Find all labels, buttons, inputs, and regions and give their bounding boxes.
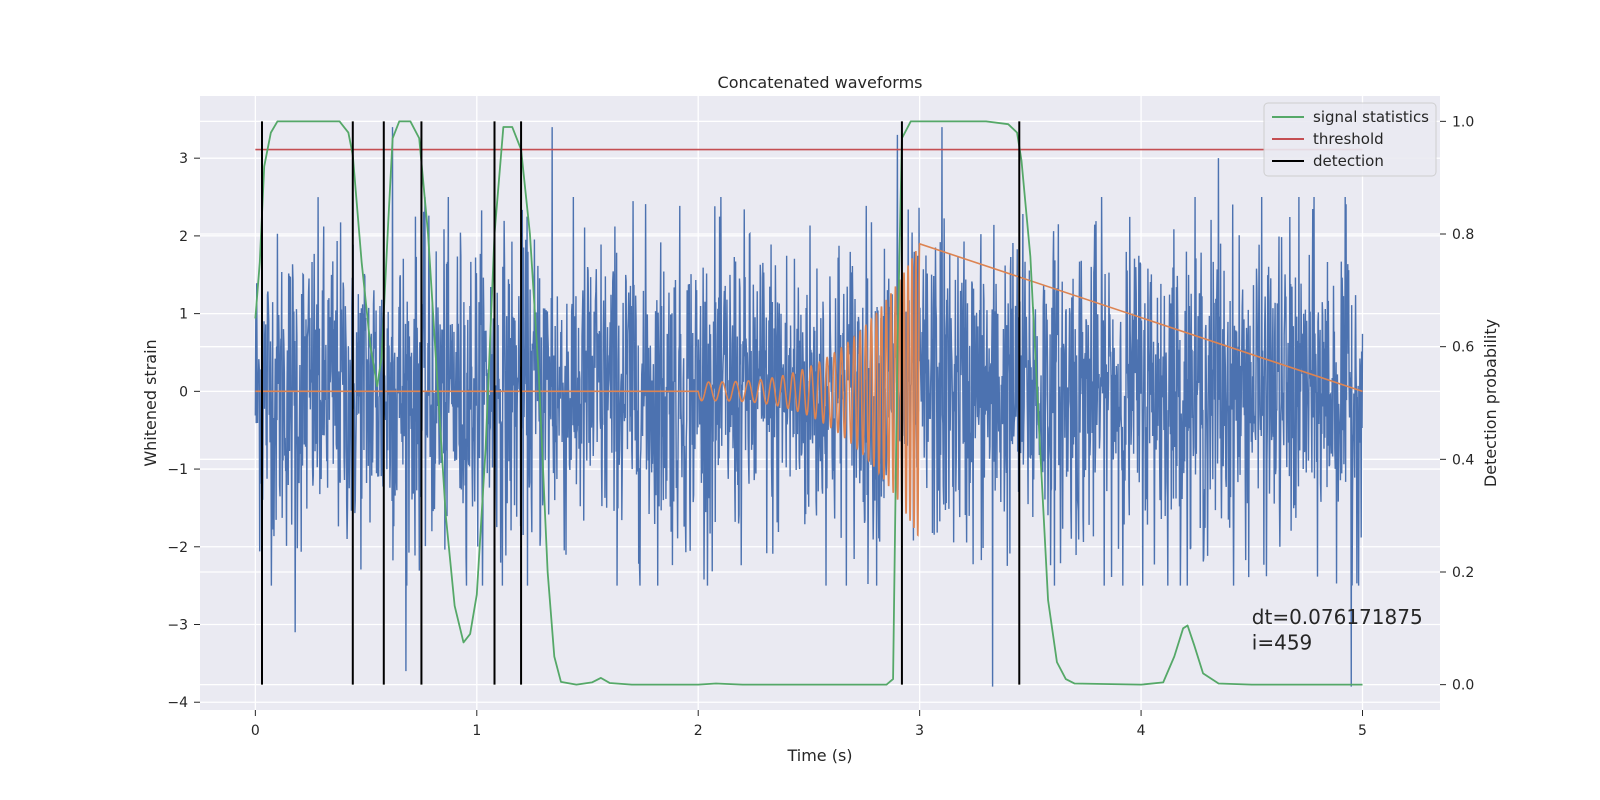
x-tick-label: 0 <box>251 723 260 739</box>
y-tick-label: 2 <box>179 229 188 245</box>
y-axis-label: Whitened strain <box>141 339 160 466</box>
y-tick-label: −4 <box>167 695 188 711</box>
chart-title: Concatenated waveforms <box>718 73 923 92</box>
legend-label: signal statistics <box>1313 108 1429 126</box>
whitened-strain-line <box>254 127 1364 687</box>
y2-axis-label: Detection probability <box>1481 319 1500 487</box>
x-tick-label: 2 <box>694 723 703 739</box>
y-tick-label: −3 <box>167 618 188 634</box>
y2-tick-label: 0.8 <box>1452 227 1474 243</box>
axis-ticks: 0 1 2 3 4 5 −4 −3 −2 −1 0 1 2 3 0.0 0.2 0.4 0.6 0.8 1.0 <box>167 114 1474 739</box>
legend-label: threshold <box>1313 130 1384 148</box>
y2-tick-label: 0.0 <box>1452 678 1474 694</box>
y2-tick-label: 0.2 <box>1452 565 1474 581</box>
plot-area <box>254 120 1364 687</box>
y-tick-label: 3 <box>179 151 188 167</box>
y-tick-label: 0 <box>179 384 188 400</box>
legend-box <box>1263 102 1437 177</box>
injected-chirp-line <box>255 242 1363 537</box>
signal-statistics-line <box>254 120 1363 686</box>
y-tick-label: 1 <box>179 307 188 323</box>
annotation-text: i=459 <box>1252 631 1313 655</box>
x-tick-label: 4 <box>1137 723 1146 739</box>
x-tick-label: 5 <box>1358 723 1367 739</box>
x-tick-label: 3 <box>915 723 924 739</box>
legend-label: detection <box>1313 152 1384 170</box>
y2-tick-label: 0.4 <box>1452 452 1474 468</box>
y2-tick-label: 0.6 <box>1452 340 1474 356</box>
x-tick-label: 1 <box>472 723 481 739</box>
annotation-text: dt=0.076171875 <box>1252 605 1423 629</box>
annotations: dt=0.076171875 i=459 <box>1252 605 1423 655</box>
x-axis-label: Time (s) <box>786 746 852 765</box>
legend: signal statistics threshold detection <box>1263 102 1437 177</box>
y2-tick-label: 1.0 <box>1452 114 1474 130</box>
y-tick-label: −2 <box>167 540 188 556</box>
y-tick-label: −1 <box>167 462 188 478</box>
